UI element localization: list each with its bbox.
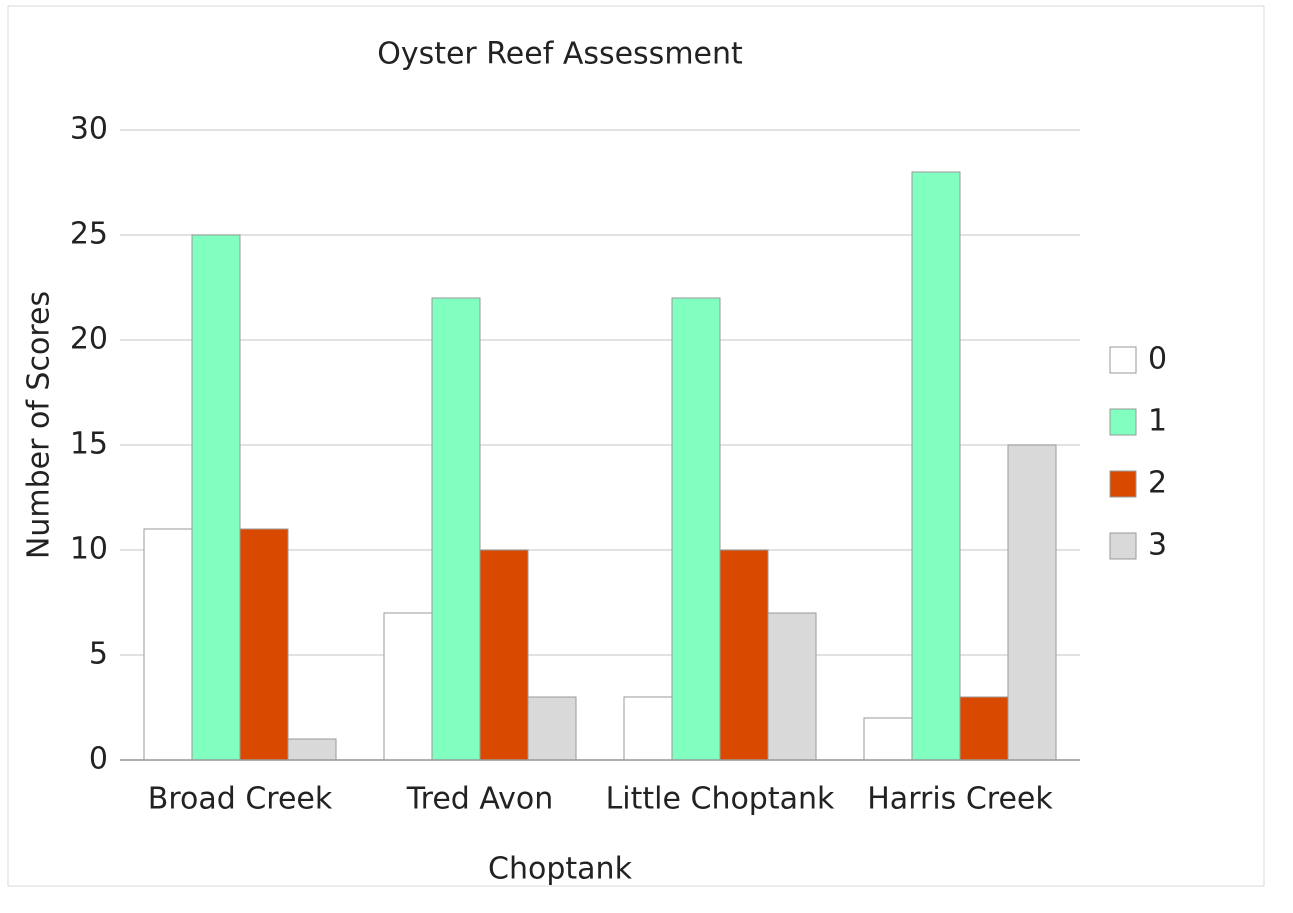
y-tick-label: 15 [70, 427, 108, 462]
legend-swatch [1109, 408, 1137, 436]
x-tick-label: Tred Avon [406, 782, 554, 817]
bar [863, 717, 913, 761]
x-tick-label: Broad Creek [148, 782, 333, 817]
legend-swatch [1109, 532, 1137, 560]
y-tick-label: 30 [70, 112, 108, 147]
bar [287, 738, 337, 761]
y-tick-label: 0 [89, 742, 108, 777]
bar [1007, 444, 1057, 761]
bar [431, 297, 481, 761]
legend-label: 3 [1148, 528, 1167, 563]
legend-swatch [1109, 346, 1137, 374]
bar [767, 612, 817, 761]
y-tick-label: 10 [70, 532, 108, 567]
y-tick-label: 5 [89, 637, 108, 672]
bar [479, 549, 529, 761]
bar [911, 171, 961, 761]
bar [143, 528, 193, 761]
bar [239, 528, 289, 761]
bar [527, 696, 577, 761]
x-axis-title: Choptank [488, 852, 633, 887]
y-tick-label: 25 [70, 217, 108, 252]
bar [623, 696, 673, 761]
x-tick-label: Harris Creek [867, 782, 1053, 817]
legend-label: 0 [1148, 342, 1167, 377]
legend-swatch [1109, 470, 1137, 498]
bar [719, 549, 769, 761]
legend-label: 2 [1148, 466, 1167, 501]
chart-title: Oyster Reef Assessment [377, 37, 743, 72]
bar [383, 612, 433, 761]
legend-label: 1 [1148, 404, 1167, 439]
bar [959, 696, 1009, 761]
y-tick-label: 20 [70, 322, 108, 357]
y-axis-title: Number of Scores [22, 291, 57, 559]
bar [191, 234, 241, 761]
chart-border [7, 5, 1265, 887]
bar [671, 297, 721, 761]
x-tick-label: Little Choptank [606, 782, 835, 817]
